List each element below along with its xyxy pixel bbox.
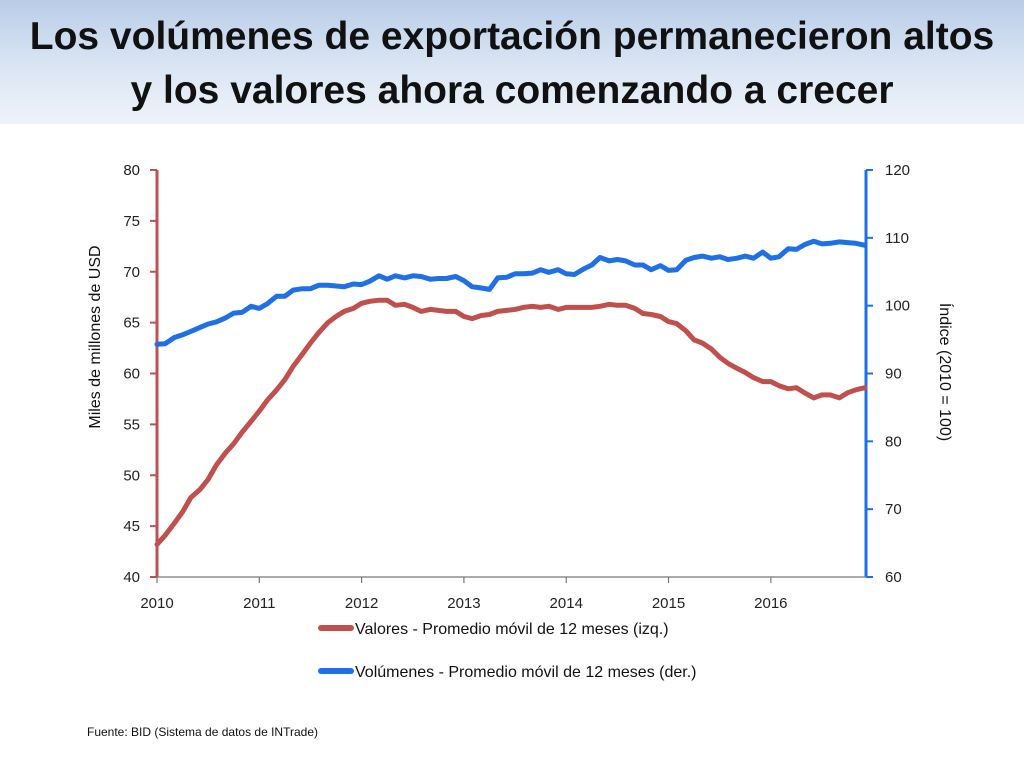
series-layer <box>154 238 868 547</box>
title-line-2: y los valores ahora comenzando a crecer <box>130 69 894 112</box>
left-tick-label: 75 <box>123 213 140 230</box>
series-line-valores <box>154 297 868 547</box>
left-tick-label: 40 <box>123 569 140 586</box>
x-tick-label: 2010 <box>140 595 173 612</box>
right-tick-label: 80 <box>885 433 902 450</box>
right-tick-label: 100 <box>885 298 910 315</box>
x-tick-label: 2016 <box>754 595 787 612</box>
left-tick-label: 50 <box>123 467 140 484</box>
left-tick-label: 45 <box>123 518 140 535</box>
source-note: Fuente: BID (Sistema de datos de INTrade… <box>87 725 318 739</box>
right-tick-label: 120 <box>885 162 910 179</box>
right-tick-label: 110 <box>885 230 909 247</box>
x-tick-label: 2011 <box>243 595 275 612</box>
title-band <box>0 0 1024 124</box>
x-tick-label: 2015 <box>652 595 685 612</box>
left-tick-label: 70 <box>123 264 140 281</box>
x-axis-ticks: 2010 2011 2012 2013 2014 2015 2016 <box>140 577 788 612</box>
x-tick-label: 2014 <box>550 595 583 612</box>
right-axis-title: Índice (2010 = 100) <box>936 303 955 441</box>
legend-label-valores: Valores - Promedio móvil de 12 meses (iz… <box>355 621 669 638</box>
left-tick-label: 60 <box>123 366 140 383</box>
right-tick-label: 90 <box>885 366 902 383</box>
series-line-volumenes <box>154 238 868 347</box>
left-axis-title: Miles de millones de USD <box>87 245 104 428</box>
right-tick-label: 60 <box>885 569 902 586</box>
x-tick-label: 2013 <box>447 595 480 612</box>
x-tick-label: 2012 <box>345 595 378 612</box>
right-axis-ticks: 60 70 80 90 100 110 120 <box>866 162 910 586</box>
title-line-1: Los volúmenes de exportación permanecier… <box>29 15 995 58</box>
page-title: Los volúmenes de exportación permanecier… <box>0 10 1024 118</box>
left-tick-label: 80 <box>123 162 140 179</box>
left-axis-ticks: 40 45 50 55 60 65 70 75 80 <box>123 162 157 586</box>
legend-label-volumenes: Volúmenes - Promedio móvil de 12 meses (… <box>355 664 696 681</box>
right-tick-label: 70 <box>885 501 902 518</box>
left-tick-label: 65 <box>123 315 140 332</box>
left-tick-label: 55 <box>123 416 140 433</box>
